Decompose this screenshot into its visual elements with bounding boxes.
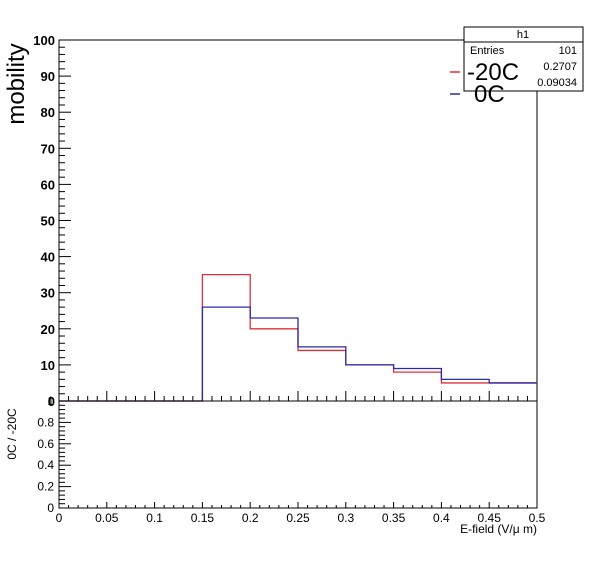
x-tick-label: 0.5 [529,511,546,525]
ratio-y-tick-label: 0.2 [37,480,54,494]
main-y-tick-label: 100 [33,33,55,48]
x-tick-label: 0.25 [286,511,310,525]
x-tick-label: 0.05 [95,511,119,525]
x-tick-label: 0.45 [478,511,502,525]
ratio-y-tick-label: 1 [47,394,54,408]
series-line-0C [59,306,537,402]
ratio-pad: 0 0.2 0.4 0.6 0.8 1 0 0.05 0.1 0.15 0.2 0.25 0.3 0.3… [5,394,546,536]
legend-label-minus20c: -20C [467,59,519,86]
stats-box-title: h1 [517,29,529,41]
x-tick-label: 0.1 [146,511,163,525]
main-y-tick-label: 30 [41,286,55,301]
legend-label-0c: 0C [474,81,505,108]
ratio-y-tick-label: 0.8 [37,415,54,429]
stats-entries-label: Entries [470,45,505,57]
ratio-x-axis: 0 0.05 0.1 0.15 0.2 0.25 0.3 0.35 0.4 0.45 0.5 [56,502,546,525]
main-y-tick-label: 90 [41,69,55,84]
ratio-y-tick-label: 0.4 [37,458,54,472]
main-y-tick-label: 50 [41,214,55,229]
stats-box: h1 Entries 101 0.2707 0.09034 [463,26,584,92]
main-y-tick-label: 10 [41,358,55,373]
x-tick-label: 0 [56,511,63,525]
ratio-plot-frame [58,400,538,509]
stats-row2-value: 0.2707 [543,61,577,73]
x-tick-label: 0.15 [191,511,215,525]
x-tick-label: 0.2 [242,511,259,525]
main-y-tick-label: 80 [41,105,55,120]
legend: -20C 0C [450,59,519,108]
main-pad: 0 10 20 30 40 50 60 70 80 90 100 mobility [3,33,538,409]
main-y-axis-label: mobility [3,43,30,124]
x-tick-label: 0.35 [382,511,406,525]
main-y-tick-label: 60 [41,177,55,192]
x-axis-label: E-field (V/μ m) [460,522,537,536]
ratio-y-axis: 0 0.2 0.4 0.6 0.8 1 [37,394,71,515]
main-series-group [59,274,537,402]
main-y-tick-label: 70 [41,141,55,156]
stats-entries-value: 101 [559,45,577,57]
x-tick-label: 0.4 [433,511,450,525]
main-y-tick-label: 20 [41,322,55,337]
main-y-axis: 0 10 20 30 40 50 60 70 80 90 100 [33,33,71,409]
ratio-y-tick-label: 0.6 [37,437,54,451]
main-y-tick-label: 0 [48,394,55,409]
ratio-y-axis-label: 0C / -20C [5,408,19,460]
main-y-tick-label: 40 [41,250,55,265]
stats-row3-value: 0.09034 [537,77,577,89]
ratio-y-tick-label: 0 [47,501,54,515]
x-tick-label: 0.3 [337,511,354,525]
main-x-ticks [58,391,538,401]
stats-box-frame [463,26,584,92]
